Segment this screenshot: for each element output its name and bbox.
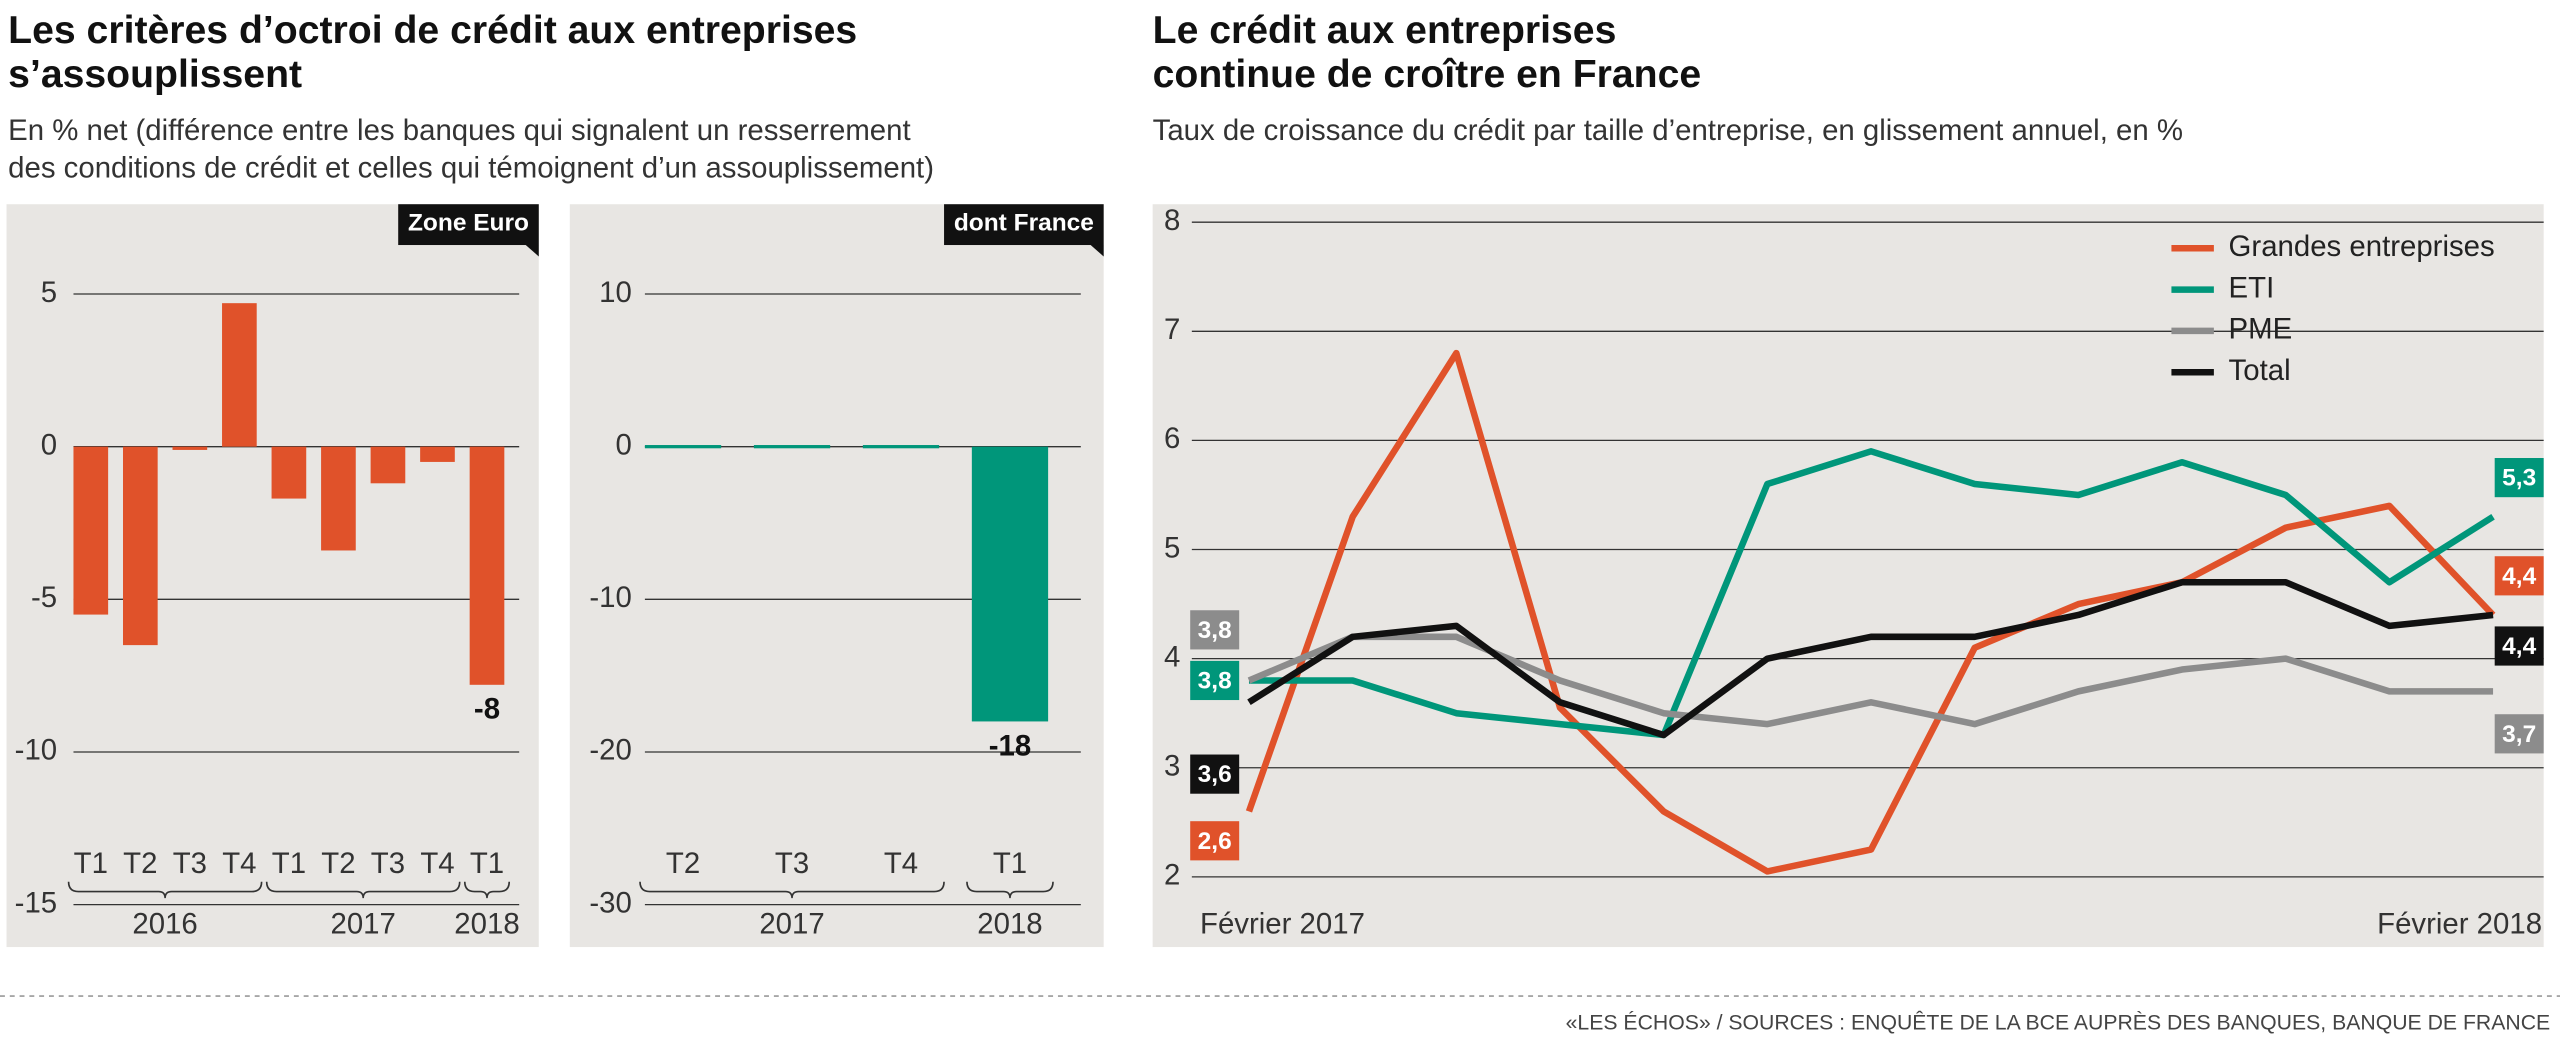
- bar: [122, 446, 158, 646]
- group-label: 2016: [132, 908, 197, 941]
- line: [1247, 578, 2494, 739]
- group-bracket: [639, 881, 945, 899]
- panel: [1152, 204, 2544, 948]
- x-tick-label: T4: [222, 847, 256, 880]
- x-tick-label: T4: [420, 847, 454, 880]
- bar: [370, 446, 406, 484]
- value-label-box: [1190, 754, 1240, 794]
- value-label: -8: [474, 693, 500, 726]
- x-tick-label: Février 2017: [1200, 908, 1365, 941]
- badge-notch: [1090, 245, 1104, 257]
- group-bracket: [463, 881, 511, 899]
- x-tick-label: T1: [74, 847, 108, 880]
- value-label: 5,3: [2502, 465, 2536, 492]
- value-label: 4,4: [2502, 563, 2536, 590]
- y-tick-label: -5: [31, 581, 57, 614]
- badge: [398, 204, 539, 246]
- value-label-box: [2494, 626, 2544, 666]
- x-tick-label: T3: [173, 847, 207, 880]
- value-label-box: [2494, 556, 2544, 596]
- line: [1248, 448, 2495, 739]
- headline: s’assouplissent: [8, 53, 302, 96]
- bar: [271, 446, 307, 499]
- value-label-box: [1190, 660, 1240, 701]
- legend-label: Total: [2229, 354, 2291, 387]
- legend-label: PME: [2229, 313, 2293, 346]
- value-label-box: [2494, 458, 2544, 498]
- y-tick-label: 4: [1164, 640, 1180, 673]
- group-bracket: [67, 881, 263, 899]
- y-tick-label: 8: [1164, 204, 1180, 237]
- y-tick-label: -15: [15, 886, 57, 919]
- legend-label: Grandes entreprises: [2229, 230, 2495, 263]
- x-tick-label: T1: [470, 847, 504, 880]
- badge: [944, 204, 1104, 246]
- subtitle: En % net (différence entre les banques q…: [8, 114, 910, 147]
- y-tick-label: -20: [589, 734, 631, 767]
- bar: [420, 446, 455, 462]
- y-tick-label: 5: [1164, 531, 1180, 564]
- group-bracket: [966, 881, 1054, 899]
- bar: [73, 446, 109, 615]
- x-tick-label: T1: [993, 847, 1027, 880]
- badge-text: Zone Euro: [408, 209, 529, 236]
- y-tick-label: -10: [589, 581, 631, 614]
- bar: [753, 445, 831, 449]
- value-label: 3,8: [1198, 617, 1232, 644]
- x-tick-label: Février 2018: [2377, 908, 2542, 941]
- group-label: 2017: [759, 908, 824, 941]
- bar: [862, 445, 940, 449]
- subtitle: Taux de croissance du crédit par taille …: [1153, 114, 2183, 147]
- value-label: 3,8: [1198, 668, 1232, 695]
- x-tick-label: T3: [371, 847, 405, 880]
- y-tick-label: 0: [615, 428, 631, 461]
- bar: [469, 446, 505, 685]
- headline: Le crédit aux entreprises: [1153, 9, 1617, 52]
- bar: [971, 446, 1049, 722]
- x-tick-label: T2: [666, 847, 700, 880]
- line: [1245, 349, 2496, 875]
- y-tick-label: 6: [1164, 422, 1180, 455]
- value-label-box: [2494, 714, 2544, 754]
- x-tick-label: T4: [884, 847, 918, 880]
- y-tick-label: 5: [41, 276, 57, 309]
- value-label-box: [1190, 610, 1240, 650]
- y-tick-label: 3: [1164, 750, 1180, 783]
- y-tick-label: 7: [1164, 313, 1180, 346]
- value-label: 3,7: [2502, 721, 2536, 748]
- x-tick-label: T3: [775, 847, 809, 880]
- badge-text: dont France: [954, 209, 1094, 236]
- bar: [321, 446, 356, 551]
- bar: [644, 445, 722, 449]
- bar: [222, 303, 257, 447]
- group-label: 2018: [977, 908, 1042, 941]
- y-tick-label: 0: [41, 428, 57, 461]
- subtitle: des conditions de crédit et celles qui t…: [8, 152, 934, 185]
- x-tick-label: T1: [272, 847, 306, 880]
- y-tick-label: 10: [599, 276, 632, 309]
- value-label: -18: [989, 729, 1031, 762]
- headline: continue de croître en France: [1153, 53, 1702, 96]
- source: «LES ÉCHOS» / SOURCES : ENQUÊTE DE LA BC…: [1566, 1009, 2551, 1034]
- x-tick-label: T2: [321, 847, 355, 880]
- value-label-box: [1190, 821, 1240, 861]
- line: [1247, 633, 2494, 728]
- legend-label: ETI: [2229, 271, 2275, 304]
- y-tick-label: 2: [1164, 859, 1180, 892]
- x-tick-label: T2: [123, 847, 157, 880]
- group-label: 2018: [454, 908, 519, 941]
- value-label: 2,6: [1198, 828, 1232, 855]
- bar: [172, 446, 208, 450]
- value-label: 3,6: [1198, 761, 1232, 788]
- group-bracket: [265, 881, 461, 899]
- headline: Les critères d’octroi de crédit aux entr…: [8, 9, 857, 52]
- y-tick-label: -10: [15, 734, 57, 767]
- group-label: 2017: [331, 908, 396, 941]
- y-tick-label: -30: [589, 886, 631, 919]
- value-label: 4,4: [2502, 633, 2536, 660]
